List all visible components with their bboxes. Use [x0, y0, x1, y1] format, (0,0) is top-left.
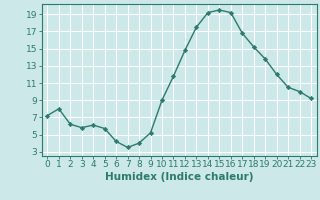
X-axis label: Humidex (Indice chaleur): Humidex (Indice chaleur)	[105, 172, 253, 182]
